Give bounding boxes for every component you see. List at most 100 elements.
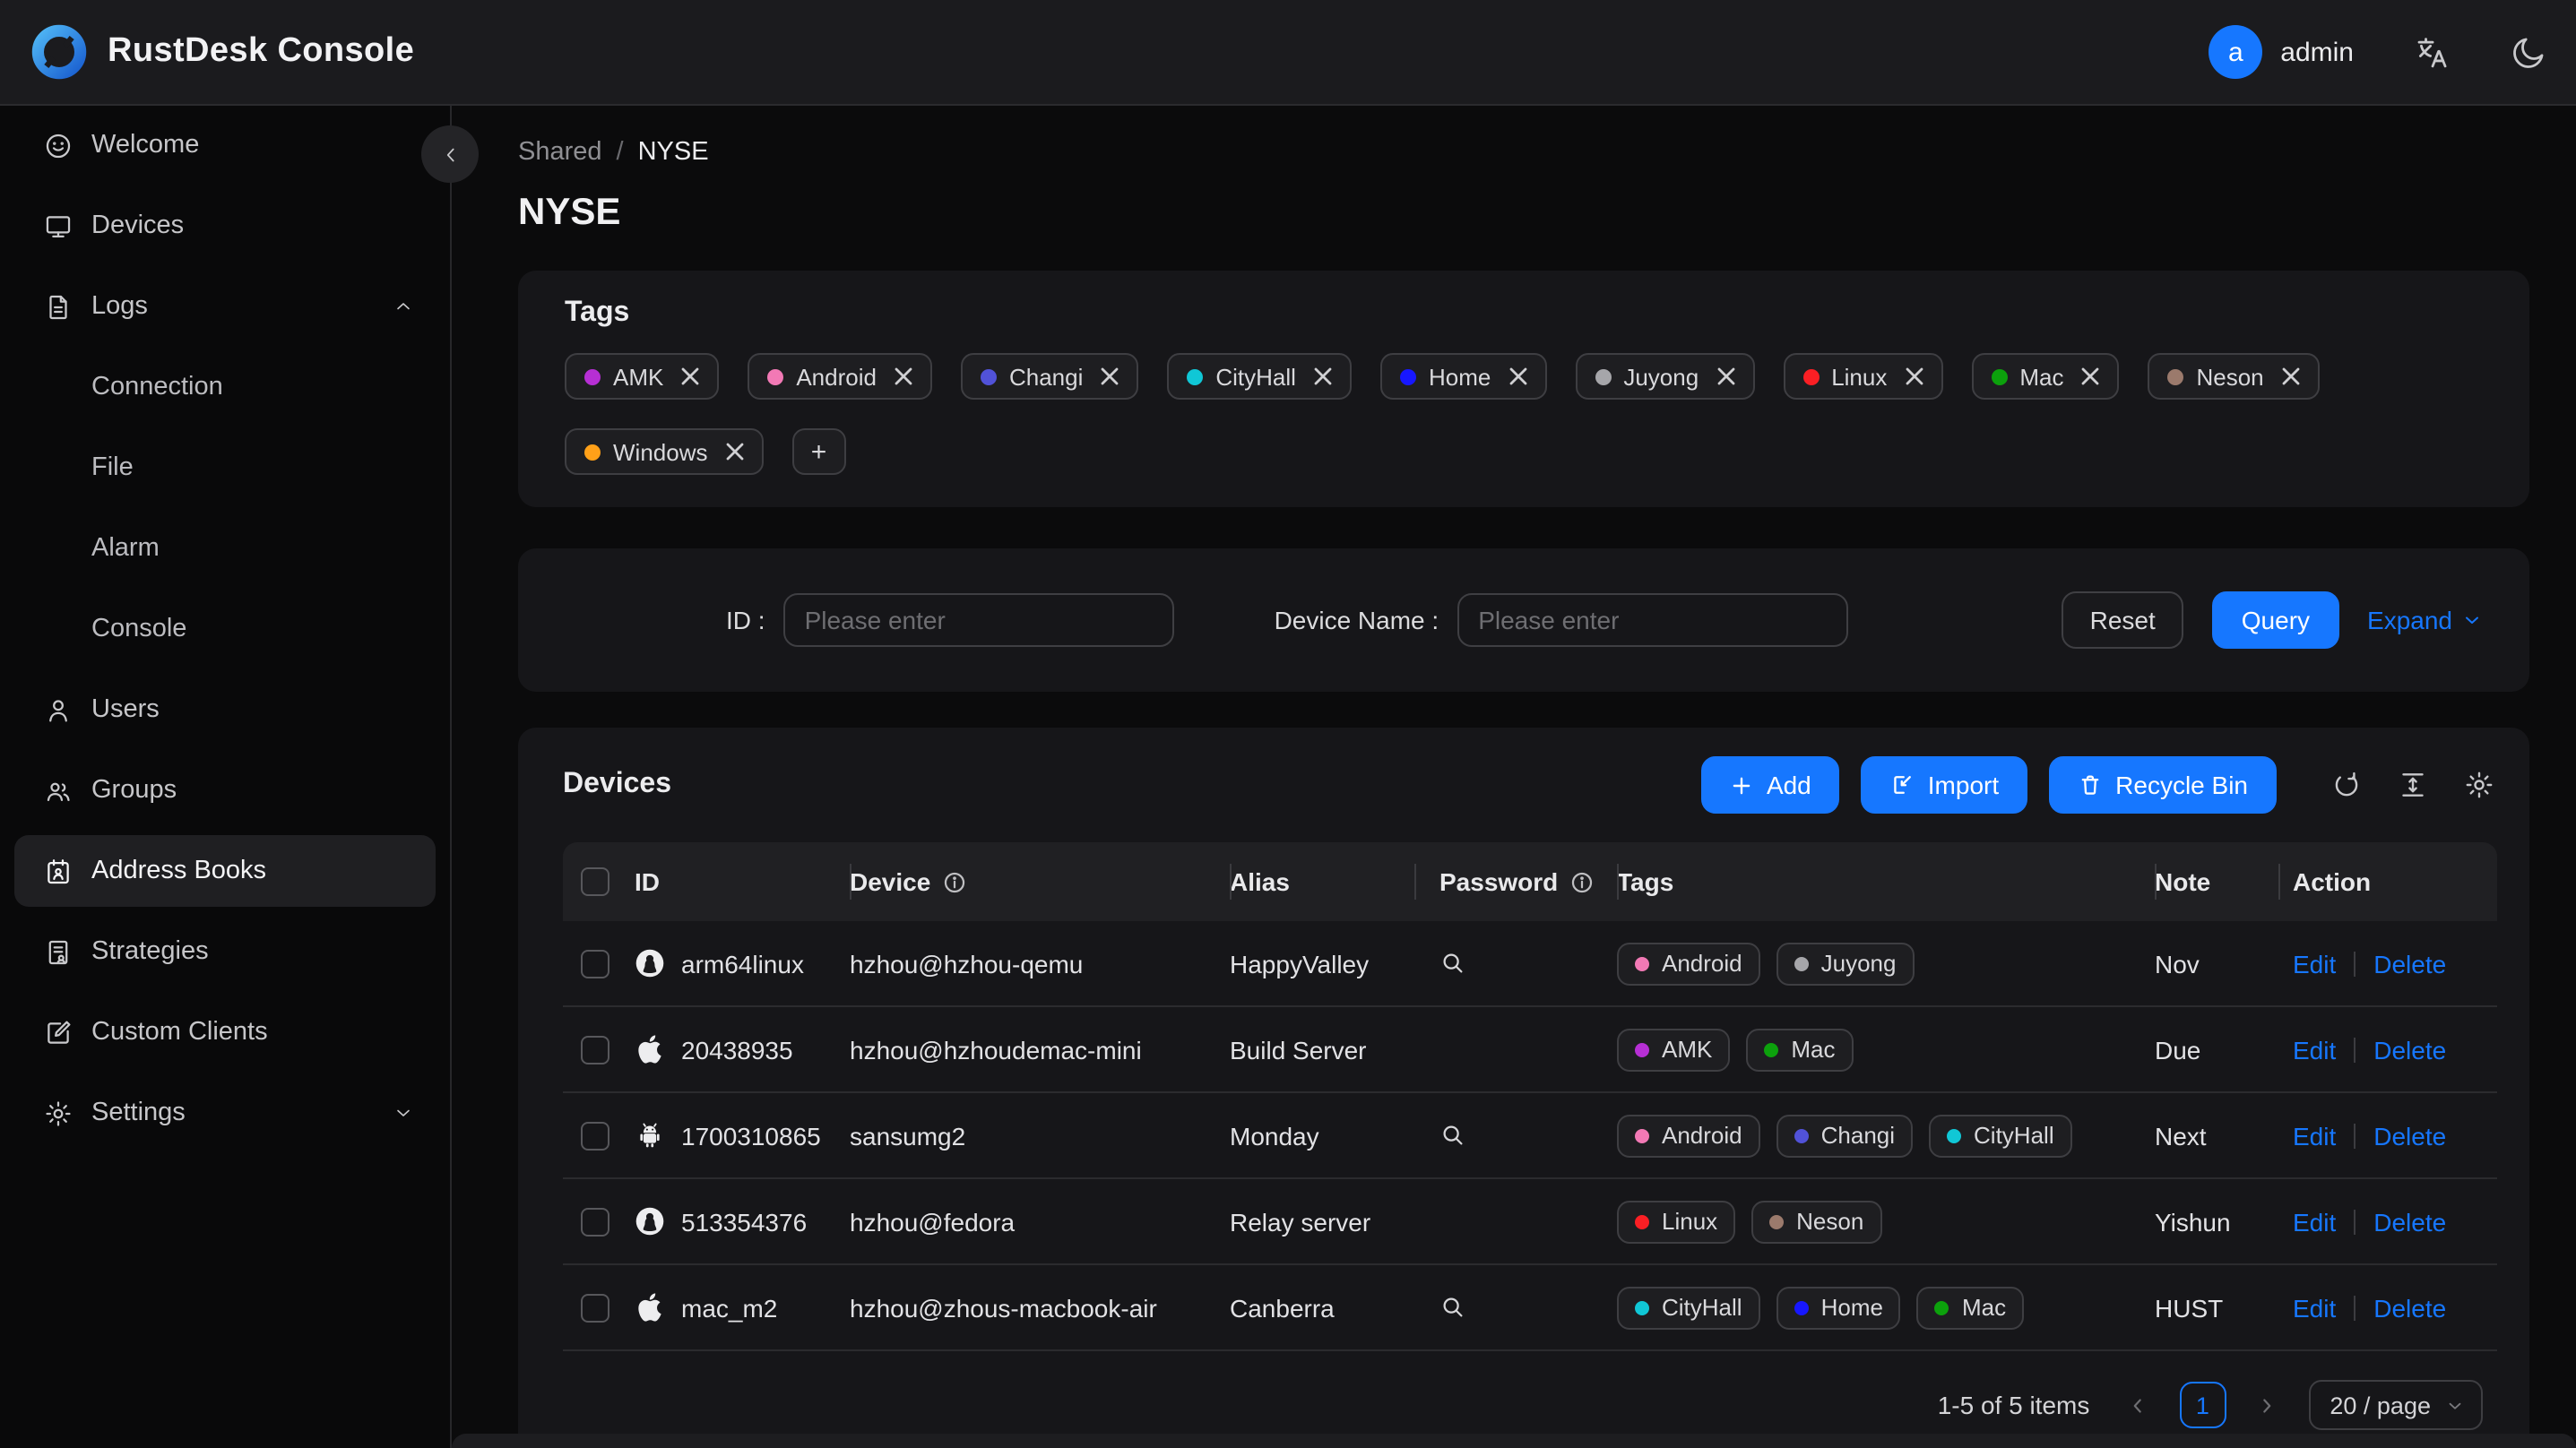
user-name[interactable]: admin <box>2280 37 2354 67</box>
tag-remove-icon[interactable] <box>2282 367 2300 385</box>
recycle-bin-button[interactable]: Recycle Bin <box>2049 756 2277 814</box>
edit-link[interactable]: Edit <box>2293 1121 2337 1150</box>
delete-link[interactable]: Delete <box>2373 1121 2447 1150</box>
sidebar-item-console[interactable]: Console <box>14 593 436 665</box>
row-checkbox[interactable] <box>581 1293 609 1322</box>
edit-link[interactable]: Edit <box>2293 949 2337 978</box>
language-icon[interactable] <box>2411 32 2451 72</box>
tag-pill: Mac <box>1916 1286 2025 1329</box>
edit-link[interactable]: Edit <box>2293 1207 2337 1236</box>
sidebar-item-strategies[interactable]: Strategies <box>14 916 436 987</box>
table-settings-gear-icon[interactable] <box>2461 767 2497 803</box>
delete-link[interactable]: Delete <box>2373 1035 2447 1064</box>
edit-link[interactable]: Edit <box>2293 1293 2337 1322</box>
sidebar-item-logs[interactable]: Logs <box>14 271 436 342</box>
row-checkbox[interactable] <box>581 1121 609 1150</box>
column-header-password: Password <box>1414 842 1617 921</box>
page-size-select[interactable]: 20 / page <box>2308 1380 2483 1430</box>
password-reveal-icon[interactable] <box>1439 950 1466 977</box>
password-reveal-icon[interactable] <box>1439 1294 1466 1321</box>
delete-link[interactable]: Delete <box>2373 1293 2447 1322</box>
add-button[interactable]: Add <box>1701 756 1840 814</box>
row-checkbox[interactable] <box>581 1035 609 1064</box>
tag-remove-icon[interactable] <box>1508 367 1526 385</box>
tag-remove-icon[interactable] <box>726 443 744 461</box>
breadcrumb-shared[interactable]: Shared <box>518 138 602 167</box>
sidebar-item-settings[interactable]: Settings <box>14 1077 436 1149</box>
sidebar-label: File <box>91 453 134 482</box>
sidebar-item-connection[interactable]: Connection <box>14 351 436 423</box>
refresh-icon[interactable] <box>2329 767 2364 803</box>
device-alias: Monday <box>1230 1121 1319 1150</box>
tag-pill: Home <box>1776 1286 1901 1329</box>
sidebar-item-devices[interactable]: Devices <box>14 190 436 262</box>
tag-pill: Android <box>748 353 932 400</box>
sidebar-item-custom-clients[interactable]: Custom Clients <box>14 996 436 1068</box>
expand-link[interactable]: Expand <box>2367 606 2483 634</box>
tag-color-dot <box>2167 368 2184 384</box>
delete-link[interactable]: Delete <box>2373 1207 2447 1236</box>
id-filter-label: ID : <box>726 606 765 634</box>
devices-table: ID Device Alias Password Tags Note Actio… <box>563 842 2497 1351</box>
device-name: hzhou@hzhoudemac-mini <box>850 1035 1142 1064</box>
tag-remove-icon[interactable] <box>1716 367 1734 385</box>
password-reveal-icon[interactable] <box>1439 1122 1466 1149</box>
sidebar-collapse-button[interactable] <box>421 125 479 183</box>
previous-page-icon[interactable] <box>2122 1389 2154 1421</box>
add-tag-button[interactable]: + <box>791 428 846 475</box>
row-height-icon[interactable] <box>2395 767 2431 803</box>
sidebar-item-users[interactable]: Users <box>14 674 436 746</box>
tag-pill: Juyong <box>1776 942 1915 985</box>
devices-card: Devices Add Import Recycle Bin <box>518 728 2529 1448</box>
edit-link[interactable]: Edit <box>2293 1035 2337 1064</box>
linux-os-icon <box>635 948 665 978</box>
tag-label: Juyong <box>1820 950 1897 977</box>
tag-color-dot <box>1947 1128 1962 1142</box>
tag-remove-icon[interactable] <box>681 367 699 385</box>
tag-remove-icon[interactable] <box>895 367 912 385</box>
page-number-1[interactable]: 1 <box>2179 1382 2226 1428</box>
device-name-filter-input[interactable] <box>1457 593 1848 647</box>
sidebar-item-address-books[interactable]: Address Books <box>14 835 436 907</box>
device-alias: Canberra <box>1230 1293 1335 1322</box>
sidebar-item-alarm[interactable]: Alarm <box>14 513 436 584</box>
next-page-icon[interactable] <box>2251 1389 2283 1421</box>
tag-remove-icon[interactable] <box>1101 367 1119 385</box>
sidebar-item-file[interactable]: File <box>14 432 436 504</box>
delete-link[interactable]: Delete <box>2373 949 2447 978</box>
tag-label: AMK <box>613 363 664 390</box>
tag-label: Mac <box>1791 1036 1836 1063</box>
tag-remove-icon[interactable] <box>1905 367 1923 385</box>
tag-label: Juyong <box>1623 363 1699 390</box>
sidebar-label: Devices <box>91 211 185 240</box>
avatar[interactable]: a <box>2209 25 2263 79</box>
row-checkbox[interactable] <box>581 949 609 978</box>
dark-mode-toggle-icon[interactable] <box>2508 32 2547 72</box>
apple-os-icon <box>635 1034 665 1064</box>
tag-pill: Android <box>1617 942 1760 985</box>
tag-remove-icon[interactable] <box>1314 367 1332 385</box>
sidebar-label: Console <box>91 615 187 643</box>
tag-remove-icon[interactable] <box>2081 367 2099 385</box>
sidebar-item-groups[interactable]: Groups <box>14 754 436 826</box>
tag-color-dot <box>980 368 997 384</box>
reset-button[interactable]: Reset <box>2061 591 2184 649</box>
tags-card: Tags AMK Android Changi CityHall Home Juyong L… <box>518 271 2529 507</box>
tag-pill: AMK <box>565 353 720 400</box>
device-info-icon[interactable] <box>943 870 966 893</box>
id-filter-input[interactable] <box>782 593 1174 647</box>
tag-label: Changi <box>1820 1122 1896 1149</box>
tag-label: Android <box>1662 950 1742 977</box>
sidebar-label: Users <box>91 695 160 724</box>
tag-color-dot <box>1794 956 1809 970</box>
tag-label: Neson <box>1796 1208 1864 1235</box>
query-button[interactable]: Query <box>2212 591 2339 649</box>
row-checkbox[interactable] <box>581 1207 609 1236</box>
select-all-checkbox[interactable] <box>581 867 609 896</box>
device-note: HUST <box>2155 1293 2224 1322</box>
import-button[interactable]: Import <box>1861 756 2028 814</box>
column-header-tags: Tags <box>1617 842 2155 921</box>
sidebar-item-welcome[interactable]: Welcome <box>14 109 436 181</box>
rustdesk-logo-icon <box>31 24 87 80</box>
password-info-icon[interactable] <box>1570 870 1594 893</box>
